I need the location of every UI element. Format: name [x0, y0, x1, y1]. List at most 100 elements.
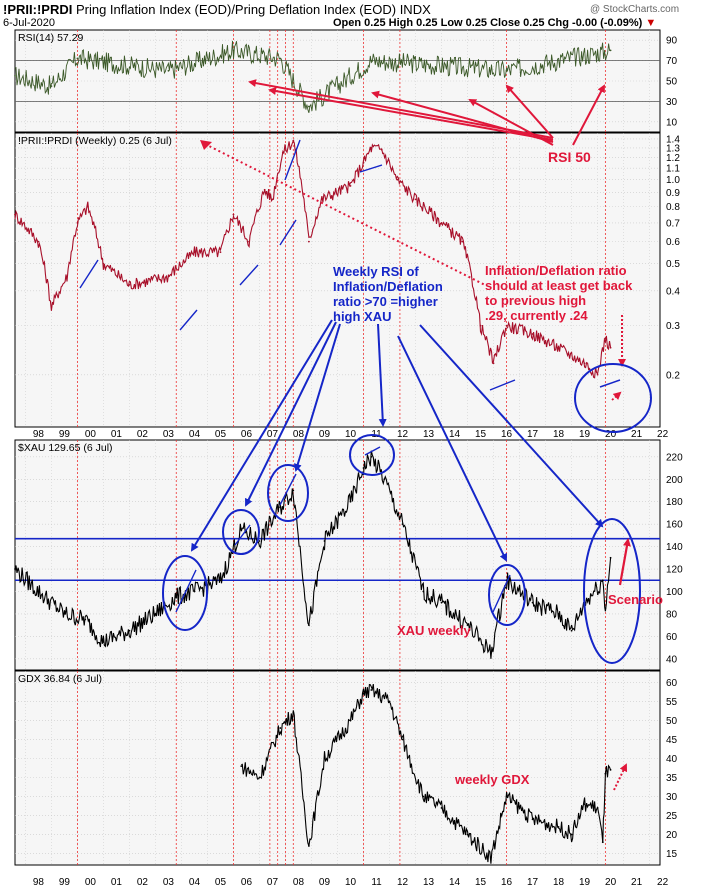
x-axis-label-lower: 19 — [579, 877, 591, 888]
data-point — [14, 568, 16, 570]
y-tick-label: 70 — [666, 56, 678, 67]
xau-arrow — [377, 323, 387, 427]
y-tick-label: 180 — [666, 497, 683, 508]
scenario-label: Scenario — [608, 592, 663, 607]
data-point — [248, 240, 250, 243]
y-tick-label: 45 — [666, 735, 678, 746]
ratio-trend-mark — [279, 219, 297, 246]
data-point — [604, 337, 607, 340]
data-point — [128, 283, 131, 286]
x-axis-label-lower: 05 — [215, 877, 227, 888]
xau-arrow — [293, 323, 341, 472]
weekly-rsi-line: ratio >70 =higher — [333, 294, 438, 309]
x-axis-label-lower: 06 — [241, 877, 253, 888]
x-axis-label-lower: 98 — [33, 877, 45, 888]
ratio-trend-mark — [599, 379, 621, 388]
panel-title: !PRII:!PRDI (Weekly) 0.25 (6 Jul) — [18, 135, 172, 147]
data-point — [440, 222, 443, 224]
data-point — [323, 540, 326, 542]
data-point — [479, 324, 482, 327]
y-tick-label: 1.2 — [666, 153, 680, 164]
ratio-trend-mark — [79, 259, 99, 289]
data-point — [505, 324, 508, 327]
data-point — [490, 652, 492, 655]
data-point — [531, 601, 534, 604]
data-point — [370, 146, 373, 149]
data-point — [76, 57, 79, 60]
ratio-note-line: should at least get back — [485, 278, 633, 293]
data-point — [370, 59, 373, 62]
y-tick-label: 30 — [666, 792, 678, 803]
down-marker: ▼ — [645, 17, 657, 29]
ratio-trendline — [204, 143, 486, 286]
data-point — [557, 613, 560, 615]
data-point — [596, 373, 599, 376]
y-tick-label: 0.5 — [666, 259, 680, 270]
data-point — [258, 776, 261, 779]
ratio-trend-arrowhead — [200, 140, 212, 150]
copyright: @ StockCharts.com — [590, 4, 680, 15]
data-point — [596, 807, 599, 809]
x-axis-label-lower: 21 — [631, 877, 643, 888]
data-point — [167, 275, 170, 278]
y-tick-label: 200 — [666, 475, 683, 486]
x-axis-label-lower: 99 — [59, 877, 71, 888]
data-point — [263, 188, 266, 191]
data-point — [102, 262, 105, 265]
series-line — [14, 450, 612, 659]
x-axis-label-upper: 03 — [163, 429, 175, 440]
y-tick-label: 55 — [666, 697, 678, 708]
x-axis-label-upper: 10 — [345, 429, 357, 440]
y-tick-label: 40 — [666, 654, 678, 665]
data-point — [232, 213, 235, 216]
xau-circle — [583, 518, 641, 664]
data-point — [37, 240, 40, 243]
x-axis-label-upper: 12 — [397, 429, 409, 440]
data-point — [604, 607, 607, 610]
ratio-circle — [574, 363, 652, 433]
y-tick-label: 50 — [666, 77, 678, 88]
rsi-arrow — [468, 99, 554, 146]
y-tick-label: 60 — [666, 632, 678, 643]
x-axis-label-upper: 16 — [501, 429, 513, 440]
exchange: INDX — [399, 2, 431, 17]
data-point — [601, 841, 604, 844]
y-tick-label: 10 — [666, 117, 678, 128]
ratio-note-line: Inflation/Deflation ratio — [485, 263, 627, 278]
x-axis-label-lower: 20 — [605, 877, 617, 888]
x-axis-label-upper: 14 — [449, 429, 461, 440]
xau-trend-mark — [234, 524, 251, 546]
ratio-trend-mark — [359, 164, 383, 173]
x-axis-label-upper: 07 — [267, 429, 279, 440]
x-axis-label-lower: 14 — [449, 877, 461, 888]
x-axis-label-upper: 21 — [631, 429, 643, 440]
data-point — [422, 590, 425, 593]
y-tick-label: 40 — [666, 754, 678, 765]
data-point — [167, 69, 170, 72]
y-tick-label: 0.4 — [666, 286, 680, 297]
symbol: !PRII:!PRDI — [3, 2, 73, 17]
series-line — [14, 139, 612, 379]
data-point — [193, 590, 196, 593]
x-axis: 98 99 00 01 02 03 04 05 06 07 08 09 10 11 12 13 14 15 16 17… — [33, 429, 669, 888]
series-line — [14, 40, 611, 113]
x-axis-label-upper: 00 — [85, 429, 97, 440]
data-point — [401, 738, 404, 741]
x-axis-label-lower: 17 — [527, 877, 539, 888]
x-axis-label-lower: 18 — [553, 877, 565, 888]
x-axis-label-lower: 12 — [397, 877, 409, 888]
y-tick-label: 20 — [666, 830, 678, 841]
x-axis-label-lower: 02 — [137, 877, 149, 888]
xau-trend-mark — [279, 473, 297, 506]
xau-trend-mark — [175, 569, 197, 613]
xau-arrow — [419, 324, 604, 528]
panel-2: 40 60 80 100 120 140 160 180 200 220 $XAU 129.65 (… — [14, 439, 683, 671]
x-axis-label-lower: 22 — [657, 877, 669, 888]
y-tick-label: 120 — [666, 565, 683, 576]
data-point — [193, 251, 196, 254]
data-point — [219, 579, 222, 582]
x-axis-label-upper: 19 — [579, 429, 591, 440]
data-point — [349, 500, 352, 503]
